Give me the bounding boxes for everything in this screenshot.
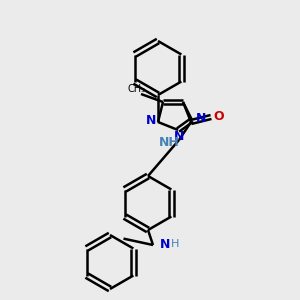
Text: N: N — [160, 238, 170, 251]
Text: NH: NH — [159, 136, 179, 148]
Text: H: H — [171, 239, 179, 249]
Text: CH₃: CH₃ — [128, 84, 146, 94]
Text: N: N — [146, 115, 156, 128]
Text: N: N — [174, 130, 184, 143]
Text: O: O — [214, 110, 224, 124]
Text: N: N — [196, 112, 206, 125]
